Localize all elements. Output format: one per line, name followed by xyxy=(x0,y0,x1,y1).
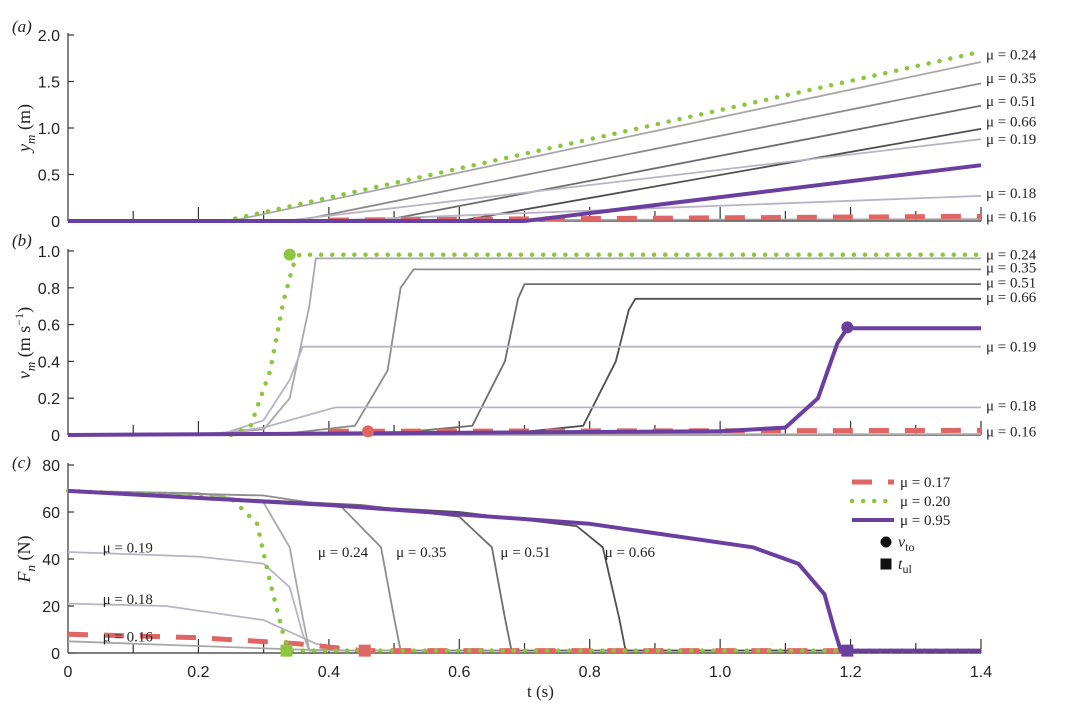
x-tick-label: 0.8 xyxy=(579,664,601,681)
series-line-gray xyxy=(67,490,981,652)
series-line-dotted xyxy=(228,252,984,438)
series-annotation: μ = 0.66 xyxy=(605,545,656,561)
series-line-dotted xyxy=(65,488,984,653)
marker-square xyxy=(358,644,371,657)
series-right-label: μ = 0.35 xyxy=(986,71,1036,87)
series-annotation: μ = 0.19 xyxy=(103,540,153,556)
series-right-label: μ = 0.18 xyxy=(986,186,1036,202)
legend: μ = 0.17 μ = 0.20 μ = 0.95 vto tul xyxy=(849,475,951,576)
series-right-label: μ = 0.24 xyxy=(986,248,1037,264)
y-tick-label: 0.8 xyxy=(38,281,60,298)
series-annotation: μ = 0.51 xyxy=(500,545,550,561)
y-tick-label: 80 xyxy=(42,458,60,475)
legend-label: μ = 0.17 xyxy=(900,475,951,491)
marker-circle xyxy=(841,321,854,334)
series-right-label: μ = 0.19 xyxy=(986,132,1036,148)
y-tick-label: 1.5 xyxy=(38,75,60,92)
series-line-gray xyxy=(67,490,981,652)
y-tick-label: 0 xyxy=(51,214,60,231)
series-line-gray xyxy=(67,490,981,652)
marker-square xyxy=(280,644,293,657)
x-tick-label: 1.2 xyxy=(839,664,861,681)
series-line-gray xyxy=(67,268,981,436)
legend-marker-label: tul xyxy=(898,556,912,576)
y-tick-label: 20 xyxy=(42,599,60,616)
panel-label: (c) xyxy=(12,453,31,472)
y-tick-label: 1.0 xyxy=(38,121,60,138)
x-tick-label: 0.6 xyxy=(448,664,470,681)
x-axis-label: t (s) xyxy=(527,682,554,701)
legend-marker-circle xyxy=(880,536,892,548)
y-tick-label: 0.2 xyxy=(38,391,60,408)
series-right-label: μ = 0.51 xyxy=(986,275,1036,291)
series-right-label: μ = 0.24 xyxy=(986,48,1037,64)
x-tick-label: 0 xyxy=(64,664,73,681)
x-tick-label: 0.2 xyxy=(187,664,209,681)
y-tick-label: 2.0 xyxy=(38,28,60,45)
panel-a: (a) 0 0.5 1.0 1.5 2.0 ym (m) μ = 0.24 μ = 0.35 μ … xyxy=(12,17,1037,231)
x-tick-label: 1.4 xyxy=(970,664,992,681)
panel-b: (b)00.20.40.60.81.0vm (m s−1)μ = 0.24μ =… xyxy=(12,231,1037,445)
marker-circle xyxy=(283,248,296,261)
series-line-purple xyxy=(68,163,982,223)
legend-marker-square xyxy=(880,558,892,570)
y-tick-label: 60 xyxy=(42,505,60,522)
y-axis-label: vm (m s−1) xyxy=(12,307,38,379)
marker-circle xyxy=(361,425,374,438)
y-tick-label: 1.0 xyxy=(38,244,60,261)
series-right-label: μ = 0.66 xyxy=(986,114,1037,130)
y-tick-label: 0 xyxy=(51,428,60,445)
series-line-gray xyxy=(67,490,981,652)
x-tick-label: 1.0 xyxy=(709,664,731,681)
series-right-label: μ = 0.51 xyxy=(986,94,1036,110)
y-tick-label: 0 xyxy=(51,646,60,663)
series-line-gray xyxy=(68,104,982,222)
series-annotation: μ = 0.16 xyxy=(103,630,154,646)
series-annotation: μ = 0.18 xyxy=(103,592,153,608)
series-right-label: μ = 0.18 xyxy=(986,399,1036,415)
legend-label: μ = 0.20 xyxy=(900,494,950,510)
series-line-gray xyxy=(68,61,982,222)
panel-label: (a) xyxy=(12,17,32,36)
series-right-label: μ = 0.19 xyxy=(986,340,1036,356)
series-line-gray xyxy=(67,283,981,436)
series-line-gray xyxy=(67,551,981,652)
y-tick-label: 0.5 xyxy=(38,168,60,185)
x-tick-label: 0.4 xyxy=(318,664,340,681)
y-tick-label: 0.4 xyxy=(38,354,60,371)
legend-marker-label: vto xyxy=(898,534,914,554)
series-line-dotted xyxy=(222,49,984,224)
series-line-purple xyxy=(67,488,981,653)
series-line-purple xyxy=(67,326,981,437)
series-line-gray xyxy=(67,297,981,436)
series-line-dashed xyxy=(67,631,851,654)
series-annotation: μ = 0.35 xyxy=(396,545,446,561)
y-tick-label: 0.6 xyxy=(38,318,60,335)
series-right-label: μ = 0.16 xyxy=(986,424,1037,440)
y-axis-label: ym (m) xyxy=(14,104,38,154)
series-right-label: μ = 0.16 xyxy=(986,209,1037,225)
series-right-label: μ = 0.35 xyxy=(986,261,1036,277)
series-right-label: μ = 0.66 xyxy=(986,290,1037,306)
y-axis-label: Fn (N) xyxy=(14,536,38,584)
series-annotation: μ = 0.24 xyxy=(318,545,369,561)
marker-square xyxy=(841,644,854,657)
panel-label: (b) xyxy=(12,231,32,250)
series-line-gray xyxy=(67,345,981,436)
panel-c: (c) 0 20 40 60 80 Fn (N) μ = 0.19 μ = 0.18 μ = 0.… xyxy=(12,453,992,701)
legend-label: μ = 0.95 xyxy=(900,513,950,529)
y-tick-label: 40 xyxy=(42,552,60,569)
